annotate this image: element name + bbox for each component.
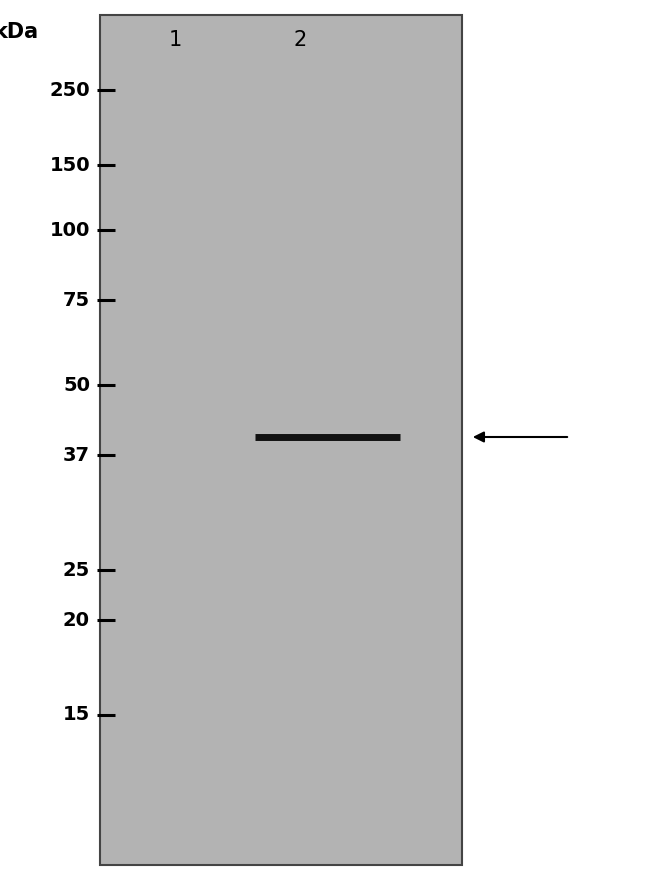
Text: 150: 150 <box>49 156 90 175</box>
Text: 250: 250 <box>49 81 90 99</box>
Text: 20: 20 <box>63 610 90 629</box>
Text: 1: 1 <box>168 30 181 50</box>
Text: 2: 2 <box>293 30 307 50</box>
Text: kDa: kDa <box>0 22 38 42</box>
Text: 37: 37 <box>63 446 90 464</box>
Text: 50: 50 <box>63 376 90 394</box>
Text: 100: 100 <box>49 221 90 239</box>
Text: 15: 15 <box>63 705 90 725</box>
Text: 25: 25 <box>63 561 90 579</box>
Bar <box>100 15 462 865</box>
Text: 75: 75 <box>63 291 90 309</box>
